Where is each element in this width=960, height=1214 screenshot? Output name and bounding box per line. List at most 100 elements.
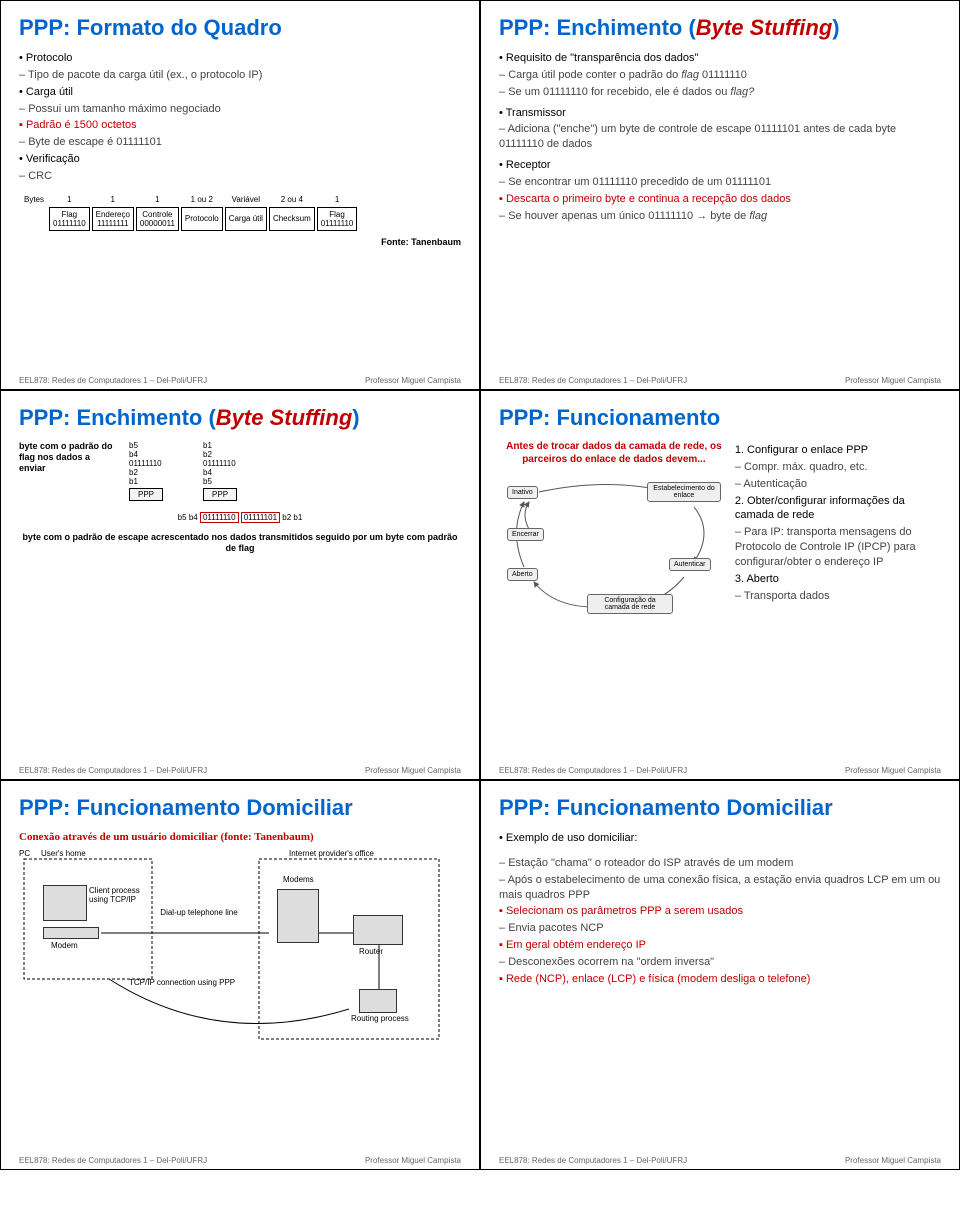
cell: Flag	[62, 210, 78, 219]
slide-footer: EEL878: Redes de Computadores 1 – Del-Po…	[499, 766, 941, 775]
bullet: 1. Configurar o enlace PPP	[735, 443, 941, 458]
label-modem-l: Modem	[51, 941, 78, 950]
home-isp-diagram: User's home Internet provider's office P…	[19, 849, 461, 1049]
bullet: 3. Aberto	[735, 572, 941, 587]
slide-title: PPP: Funcionamento Domiciliar	[499, 795, 941, 821]
txt: byte com o padrão do	[19, 441, 113, 451]
bullet: Para IP: transporta mensagens do Protoco…	[735, 525, 941, 570]
bullet: Selecionam os parâmetros PPP a serem usa…	[499, 904, 941, 919]
emphasis-text: Antes de trocar dados da camada de rede,…	[499, 441, 729, 466]
slide-title: PPP: Funcionamento	[499, 405, 941, 431]
txt-it: flag	[749, 210, 767, 222]
slide-title: PPP: Enchimento (Byte Stuffing)	[19, 405, 461, 431]
txt: Se um 01111110 for recebido, ele é dados…	[508, 86, 730, 98]
footer-left: EEL878: Redes de Computadores 1 – Del-Po…	[19, 766, 207, 775]
byte-stuffing-diagram: byte com o padrão do flag nos dados a en…	[19, 441, 461, 499]
bullet: Rede (NCP), enlace (LCP) e física (modem…	[499, 972, 941, 987]
cell: 01111110	[53, 219, 86, 228]
bullet: Em geral obtém endereço IP	[499, 938, 941, 953]
bullet: Adiciona ("enche") um byte de controle d…	[499, 122, 941, 152]
slide-domiciliar-text: PPP: Funcionamento Domiciliar Exemplo de…	[480, 780, 960, 1170]
bullet: Se um 01111110 for recebido, ele é dados…	[499, 85, 941, 100]
bullet-list: Requisito de "transparência dos dados" C…	[499, 51, 941, 223]
label-office: Internet provider's office	[289, 849, 374, 858]
label-routing: Routing process	[351, 1015, 411, 1024]
bullet: Descarta o primeiro byte e continua a re…	[499, 192, 941, 207]
label-home: User's home	[41, 849, 86, 858]
hdr: 1	[317, 194, 358, 205]
bullet: Possui um tamanho máximo negociado	[19, 102, 461, 117]
slide-footer: EEL878: Redes de Computadores 1 – Del-Po…	[19, 1156, 461, 1165]
slide-grid: PPP: Formato do Quadro Protocolo Tipo de…	[0, 0, 960, 1170]
hdr: Variável	[225, 194, 267, 205]
hdr: Bytes	[21, 194, 47, 205]
pc-icon	[43, 885, 87, 921]
bullet: Carga útil pode conter o padrão do flag …	[499, 68, 941, 83]
slide-subtitle: Conexão através de um usuário domiciliar…	[19, 831, 461, 843]
bullet: Protocolo	[19, 51, 461, 66]
cell: 11111111	[97, 219, 128, 228]
slide-funcionamento: PPP: Funcionamento Antes de trocar dados…	[480, 390, 960, 780]
diagram-caption: byte com o padrão de escape acrescentado…	[19, 532, 461, 554]
bullet: Requisito de "transparência dos dados"	[499, 51, 941, 66]
b: b2	[282, 513, 291, 522]
t-it: Byte Stuffing	[696, 15, 832, 40]
ppp-box: PPP	[129, 488, 163, 501]
bullet: Se encontrar um 01111110 precedido de um…	[499, 175, 941, 190]
footer-right: Professor Miguel Campista	[365, 766, 461, 775]
bullet: Se houver apenas um único 01111110 → byt…	[499, 209, 941, 224]
modem-bank-icon	[277, 889, 319, 943]
txt-it: flag	[239, 543, 255, 553]
footer-right: Professor Miguel Campista	[365, 376, 461, 385]
bullet: Compr. máx. quadro, etc.	[735, 460, 941, 475]
router-icon	[353, 915, 403, 945]
txt: 01111110	[699, 69, 747, 81]
state-encerrar: Encerrar	[507, 528, 544, 541]
txt-it: flag	[681, 69, 699, 81]
stream-row: b5 b4 01111110 01111101 b2 b1	[19, 513, 461, 522]
slide-footer: EEL878: Redes de Computadores 1 – Del-Po…	[19, 766, 461, 775]
slide-title: PPP: Enchimento (Byte Stuffing)	[499, 15, 941, 41]
label-dial: Dial-up telephone line	[159, 909, 239, 918]
bullet: Transmissor	[499, 106, 941, 121]
footer-right: Professor Miguel Campista	[845, 766, 941, 775]
label-pc: PC	[19, 849, 30, 858]
b-flag: 01111110	[200, 512, 239, 523]
cell: Checksum	[269, 207, 315, 231]
hdr: 1	[136, 194, 179, 205]
slide-domiciliar-diagram: PPP: Funcionamento Domiciliar Conexão at…	[0, 780, 480, 1170]
b: b2	[203, 450, 237, 459]
t: PPP: Enchimento (	[19, 405, 216, 430]
footer-right: Professor Miguel Campista	[365, 1156, 461, 1165]
bullet: Padrão é 1500 octetos	[19, 118, 461, 133]
cell: Endereço	[96, 210, 130, 219]
bullet: Após o estabelecimento de uma conexão fí…	[499, 873, 941, 903]
bytes-columns: b5 b4 01111110 b2 b1 PPP b1 b2 01111110 …	[129, 441, 237, 499]
t: )	[352, 405, 359, 430]
state-estab: Estabelecimento do enlace	[647, 482, 721, 502]
col-out: b1 b2 01111110 b4 b5 PPP	[203, 441, 237, 499]
bullet: Transporta dados	[735, 589, 941, 604]
hdr: 1	[92, 194, 134, 205]
routing-icon	[359, 989, 397, 1013]
footer-right: Professor Miguel Campista	[845, 376, 941, 385]
frame-format-table: Bytes 1 1 1 1 ou 2 Variável 2 ou 4 1 Fla…	[19, 192, 359, 233]
label-tcpip: TCP/IP connection using PPP	[129, 979, 239, 988]
t: )	[832, 15, 839, 40]
footer-left: EEL878: Redes de Computadores 1 – Del-Po…	[499, 766, 687, 775]
figure-source: Fonte: Tanenbaum	[19, 237, 461, 247]
hdr: 1	[49, 194, 90, 205]
slide-byte-stuffing-1: PPP: Enchimento (Byte Stuffing) Requisit…	[480, 0, 960, 390]
b: b4	[203, 468, 237, 477]
t-it: Byte Stuffing	[216, 405, 352, 430]
bullet-list: Protocolo Tipo de pacote da carga útil (…	[19, 51, 461, 184]
bullet: Exemplo de uso domiciliar:	[499, 831, 941, 846]
bullet-list: Exemplo de uso domiciliar: Estação "cham…	[499, 831, 941, 987]
footer-left: EEL878: Redes de Computadores 1 – Del-Po…	[19, 376, 207, 385]
state-diagram: Inativo Estabelecimento do enlace Autent…	[499, 472, 729, 622]
cell: Carga útil	[225, 207, 267, 231]
txt: Se houver apenas um único 01111110 → byt…	[508, 210, 749, 222]
slide-title: PPP: Funcionamento Domiciliar	[19, 795, 461, 821]
slide-footer: EEL878: Redes de Computadores 1 – Del-Po…	[19, 376, 461, 385]
label-modems: Modems	[283, 875, 314, 884]
